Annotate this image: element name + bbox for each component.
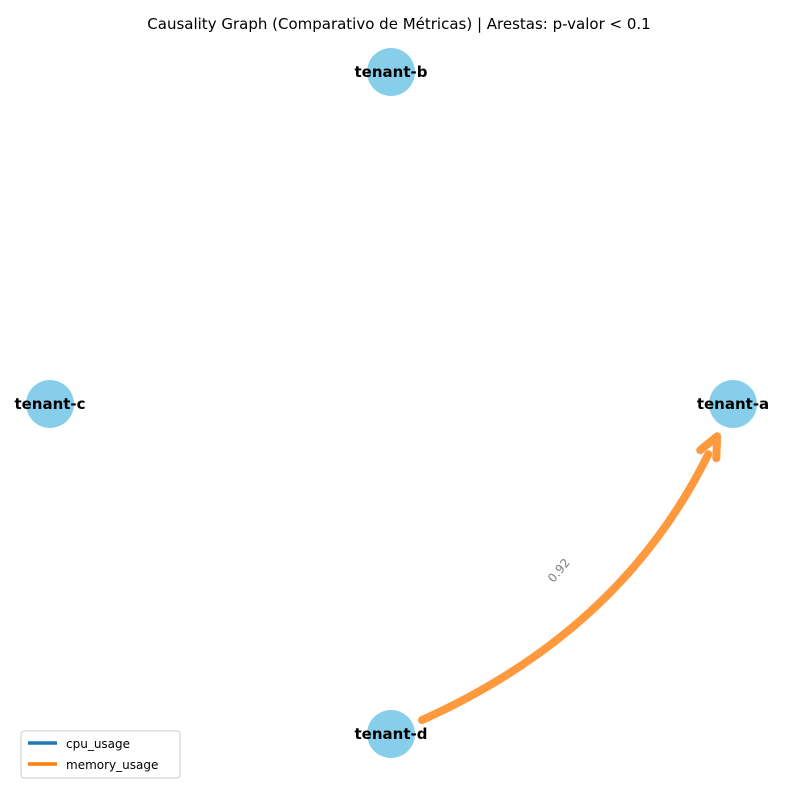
legend-item-cpu-usage: cpu_usage [28,737,130,751]
edge-layer: 0.92 [418,432,722,725]
edge-tenant-d-to-tenant-a [418,450,713,725]
graph-title: Causality Graph (Comparativo de Métricas… [147,15,650,33]
node-circle [367,710,415,758]
node-label: tenant-b [355,63,428,81]
node-circle [367,48,415,96]
legend-item-memory-usage: memory_usage [28,758,158,772]
node-label: tenant-c [14,395,85,413]
node-circle [26,380,74,428]
edge-arrowhead [696,432,722,463]
legend-box [20,730,181,779]
node-tenant-d: tenant-d [355,710,428,758]
node-tenant-c: tenant-c [14,380,86,428]
node-label: tenant-a [697,395,769,413]
edge-label: 0.92 [545,556,573,585]
legend-label: cpu_usage [66,737,130,751]
node-circle [709,380,757,428]
node-tenant-a: tenant-a [697,380,769,428]
legend-label: memory_usage [66,758,158,772]
node-label: tenant-d [355,725,428,743]
node-tenant-b: tenant-b [355,48,428,96]
legend: cpu_usage memory_usage [20,730,181,779]
